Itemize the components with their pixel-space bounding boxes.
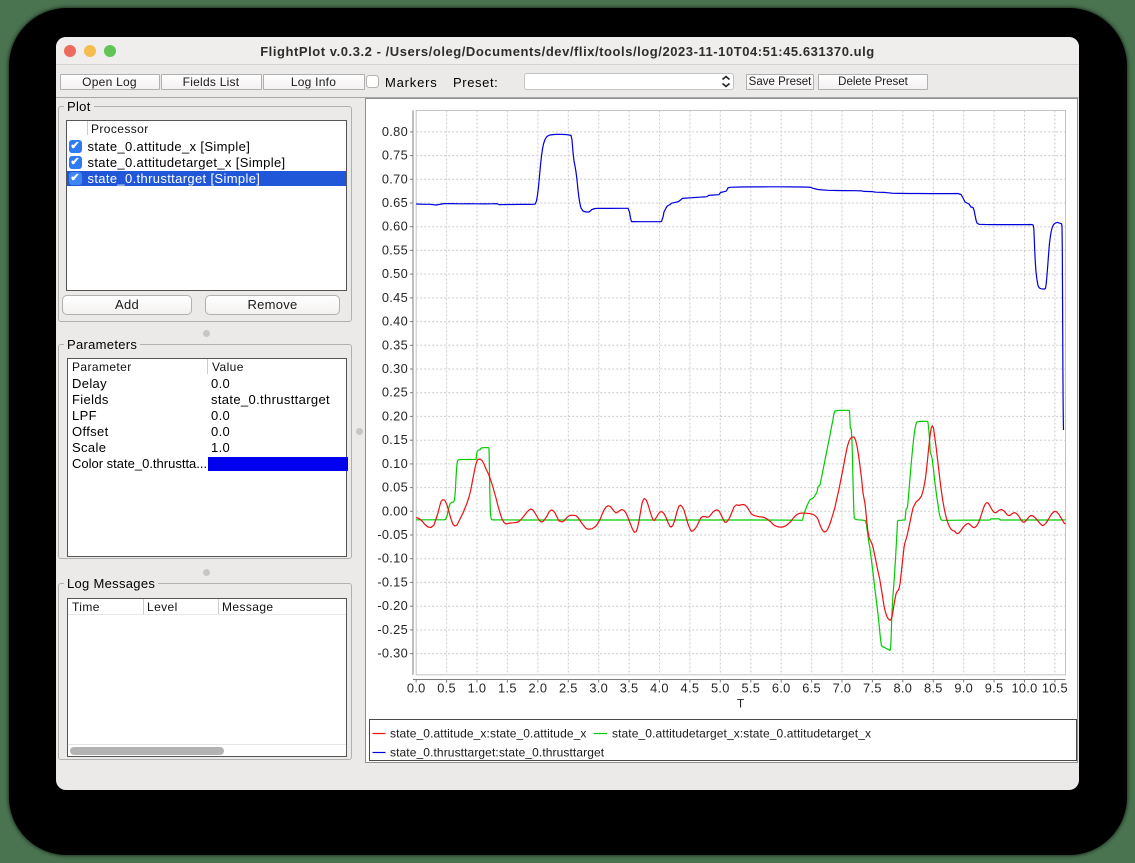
svg-text:4.5: 4.5: [681, 681, 700, 696]
svg-text:-0.15: -0.15: [377, 574, 408, 589]
svg-text:5.0: 5.0: [711, 681, 730, 696]
svg-text:0.65: 0.65: [382, 195, 408, 210]
svg-text:9.0: 9.0: [954, 681, 973, 696]
svg-text:4.0: 4.0: [650, 681, 669, 696]
svg-text:0.30: 0.30: [382, 361, 408, 376]
svg-text:0.05: 0.05: [382, 480, 408, 495]
svg-text:-0.05: -0.05: [377, 527, 408, 542]
svg-text:1.5: 1.5: [498, 681, 517, 696]
svg-text:0.35: 0.35: [382, 337, 408, 352]
svg-text:0.15: 0.15: [382, 432, 408, 447]
svg-text:1.0: 1.0: [468, 681, 487, 696]
svg-text:5.5: 5.5: [741, 681, 760, 696]
svg-text:8.5: 8.5: [924, 681, 943, 696]
svg-text:-0.10: -0.10: [377, 551, 408, 566]
svg-text:6.5: 6.5: [802, 681, 821, 696]
svg-text:10.5: 10.5: [1042, 681, 1068, 696]
svg-text:3.0: 3.0: [589, 681, 608, 696]
svg-text:0.45: 0.45: [382, 290, 408, 305]
svg-text:state_0.thrusttarget:state_0.t: state_0.thrusttarget:state_0.thrusttarge…: [390, 746, 605, 760]
svg-text:0.00: 0.00: [382, 503, 408, 518]
svg-text:0.55: 0.55: [382, 242, 408, 257]
svg-text:7.5: 7.5: [863, 681, 882, 696]
svg-text:0.25: 0.25: [382, 385, 408, 400]
svg-text:2.5: 2.5: [559, 681, 578, 696]
svg-text:7.0: 7.0: [833, 681, 852, 696]
svg-text:0.10: 0.10: [382, 456, 408, 471]
svg-text:3.5: 3.5: [620, 681, 639, 696]
svg-text:state_0.attitude_x:state_0.att: state_0.attitude_x:state_0.attitude_x: [390, 727, 587, 741]
svg-text:9.5: 9.5: [985, 681, 1004, 696]
svg-text:-0.25: -0.25: [377, 622, 408, 637]
svg-text:10.0: 10.0: [1011, 681, 1037, 696]
svg-text:0.75: 0.75: [382, 148, 408, 163]
svg-text:2.0: 2.0: [529, 681, 548, 696]
svg-text:0.5: 0.5: [437, 681, 456, 696]
svg-text:T: T: [737, 697, 745, 711]
svg-text:0.50: 0.50: [382, 266, 408, 281]
svg-text:0.0: 0.0: [407, 681, 426, 696]
svg-text:0.80: 0.80: [382, 124, 408, 139]
svg-text:8.0: 8.0: [893, 681, 912, 696]
svg-text:6.0: 6.0: [772, 681, 791, 696]
svg-text:-0.30: -0.30: [377, 646, 408, 661]
svg-text:0.40: 0.40: [382, 314, 408, 329]
svg-text:0.70: 0.70: [382, 171, 408, 186]
svg-text:0.60: 0.60: [382, 219, 408, 234]
svg-text:0.20: 0.20: [382, 408, 408, 423]
svg-text:state_0.attitudetarget_x:state: state_0.attitudetarget_x:state_0.attitud…: [612, 727, 871, 741]
svg-text:-0.20: -0.20: [377, 598, 408, 613]
